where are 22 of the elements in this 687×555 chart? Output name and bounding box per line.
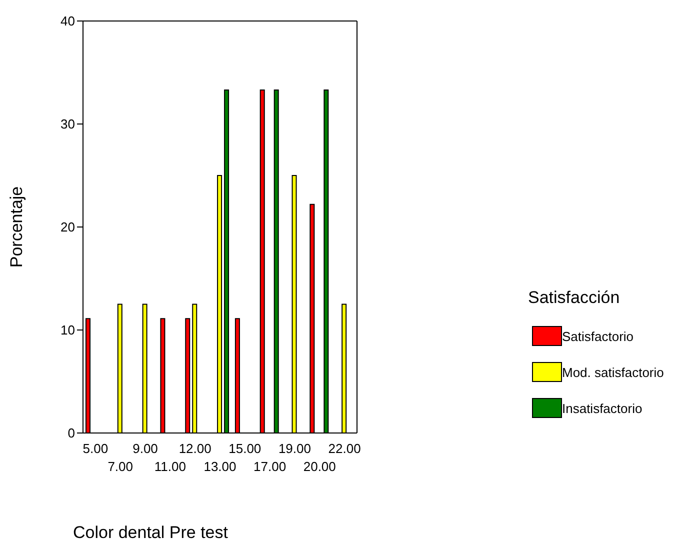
- y-axis-title: Porcentaje: [7, 186, 26, 268]
- y-tick-label: 10: [60, 322, 75, 338]
- x-tick-label: 22.00: [328, 441, 361, 456]
- legend-title: Satisfacción: [528, 288, 621, 308]
- x-tick-label: 7.00: [108, 459, 134, 474]
- x-tick-label: 15.00: [228, 441, 262, 456]
- y-tick-label: 20: [60, 220, 75, 235]
- x-tick-label: 5.00: [82, 441, 108, 456]
- y-tick-label: 0: [68, 426, 75, 441]
- x-tick-label: 9.00: [132, 441, 158, 456]
- x-tick-label: 17.00: [254, 459, 286, 474]
- x-tick-label: 11.00: [154, 459, 186, 474]
- x-tick-label: 19.00: [278, 441, 311, 456]
- legend-label: Satisfactorio: [562, 328, 634, 344]
- legend-label: Mod. satisfactorio: [562, 364, 664, 380]
- x-axis-title: Color dental Pre test: [73, 523, 228, 543]
- x-tick-label: 13.00: [204, 459, 236, 474]
- y-tick-label: 30: [60, 116, 75, 132]
- x-tick-label: 12.00: [178, 441, 212, 456]
- legend-label: Insatisfactorio: [562, 400, 642, 416]
- x-tick-label: 20.00: [303, 459, 336, 474]
- y-tick-label: 40: [60, 14, 75, 29]
